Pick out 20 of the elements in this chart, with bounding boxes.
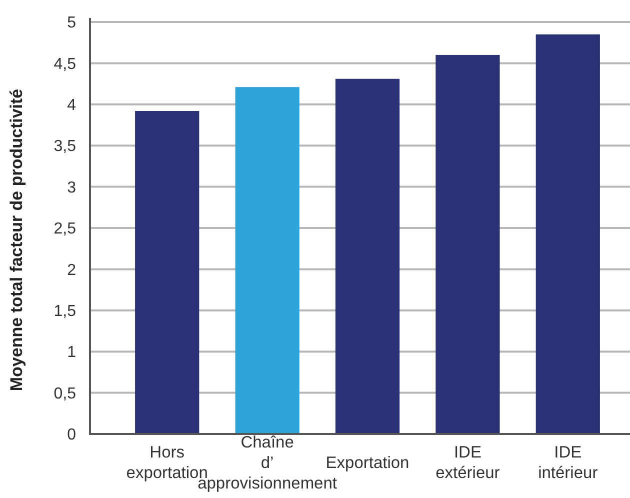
y-tick-label: 1: [67, 344, 76, 362]
y-tick-label: 0: [67, 426, 76, 444]
bar: [135, 110, 200, 434]
y-tick-label: 4: [67, 97, 76, 114]
y-tick-label: 5: [67, 14, 76, 32]
y-tick-label: 2: [67, 262, 76, 279]
y-tick-label: 3: [67, 179, 76, 196]
y-tick-label: 2,5: [54, 220, 76, 238]
x-tick-label: Exportation: [326, 454, 410, 472]
y-tick-label: 1,5: [54, 303, 76, 320]
bar: [536, 34, 600, 434]
bar: [235, 87, 300, 434]
y-tick-label: 0,5: [54, 385, 76, 402]
bar: [436, 54, 500, 434]
bar: [335, 78, 400, 434]
y-tick-label: 3,5: [54, 138, 76, 156]
x-tick-label: IDE extérieur: [436, 444, 500, 482]
x-tick-label: IDE intérieur: [538, 444, 598, 482]
y-axis-title: Moyenne total facteur de productivité: [7, 88, 26, 392]
y-tick-label: 4,5: [54, 56, 76, 73]
